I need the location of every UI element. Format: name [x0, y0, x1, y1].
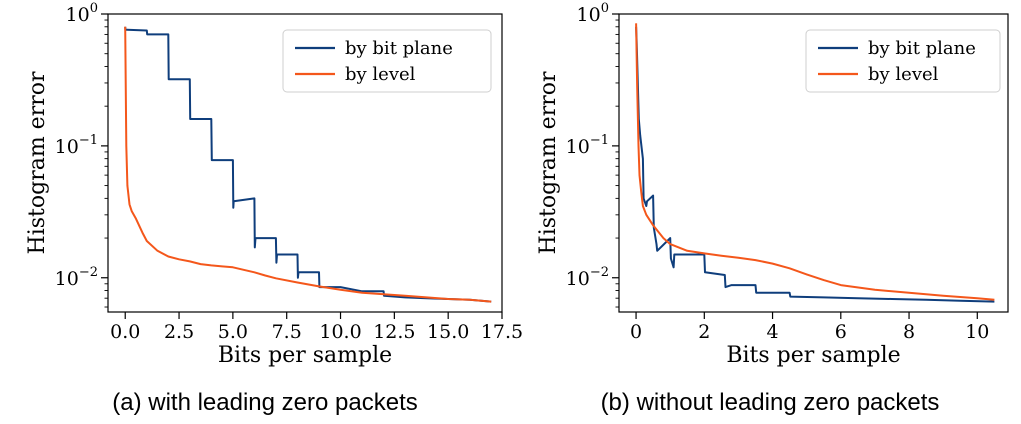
y-tick-label: 10−2 — [566, 265, 609, 290]
y-axis-label: Histogram error — [536, 71, 561, 254]
x-tick-label: 17.5 — [481, 321, 523, 343]
legend-box — [805, 29, 1001, 93]
x-tick-label: 0 — [630, 321, 642, 343]
series-line-by-bit-plane — [635, 26, 995, 303]
x-tick-label: 2 — [698, 321, 710, 343]
series-line-by-level — [124, 26, 492, 303]
y-axis-label: Histogram error — [25, 71, 50, 254]
panel-caption: (b) without leading zero packets — [601, 389, 940, 416]
y-tick-label: 10−1 — [55, 133, 98, 158]
x-tick-label: 4 — [767, 321, 779, 343]
x-tick-label: 6 — [835, 321, 847, 343]
y-tick-label: 100 — [66, 1, 98, 26]
plot-frame — [618, 13, 1009, 313]
x-tick-label: 8 — [903, 321, 915, 343]
x-tick-label: 7.5 — [272, 321, 302, 343]
x-tick-label: 2.5 — [164, 321, 194, 343]
panel-caption: (a) with leading zero packets — [112, 389, 417, 416]
legend-box — [282, 29, 492, 93]
x-tick-label: 10.0 — [319, 321, 361, 343]
y-tick-label: 10−2 — [55, 265, 98, 290]
x-axis-label: Bits per sample — [218, 343, 392, 368]
x-tick-label: 12.5 — [373, 321, 415, 343]
x-tick-label: 0.0 — [110, 321, 140, 343]
panel-a: 100 10−1 10−2 0.0 2.5 5.0 7.5 10.0 12.5 15.0 17.5 b… — [25, 1, 523, 416]
legend-label: by level — [345, 64, 416, 85]
x-axis-label: Bits per sample — [726, 343, 900, 368]
legend-label: by bit plane — [345, 38, 453, 59]
plot-frame — [107, 13, 503, 313]
x-tick-label: 10 — [965, 321, 989, 343]
x-tick-label: 15.0 — [427, 321, 469, 343]
panel-b: 100 10−1 10−2 0 2 4 6 8 10 by bit plane by level Bi… — [536, 1, 1009, 416]
x-tick-label: 5.0 — [218, 321, 248, 343]
legend-label: by bit plane — [868, 38, 976, 59]
series-line-by-level — [635, 23, 995, 301]
y-tick-label: 10−1 — [566, 133, 609, 158]
y-tick-label: 100 — [577, 1, 609, 26]
legend-label: by level — [868, 64, 939, 85]
